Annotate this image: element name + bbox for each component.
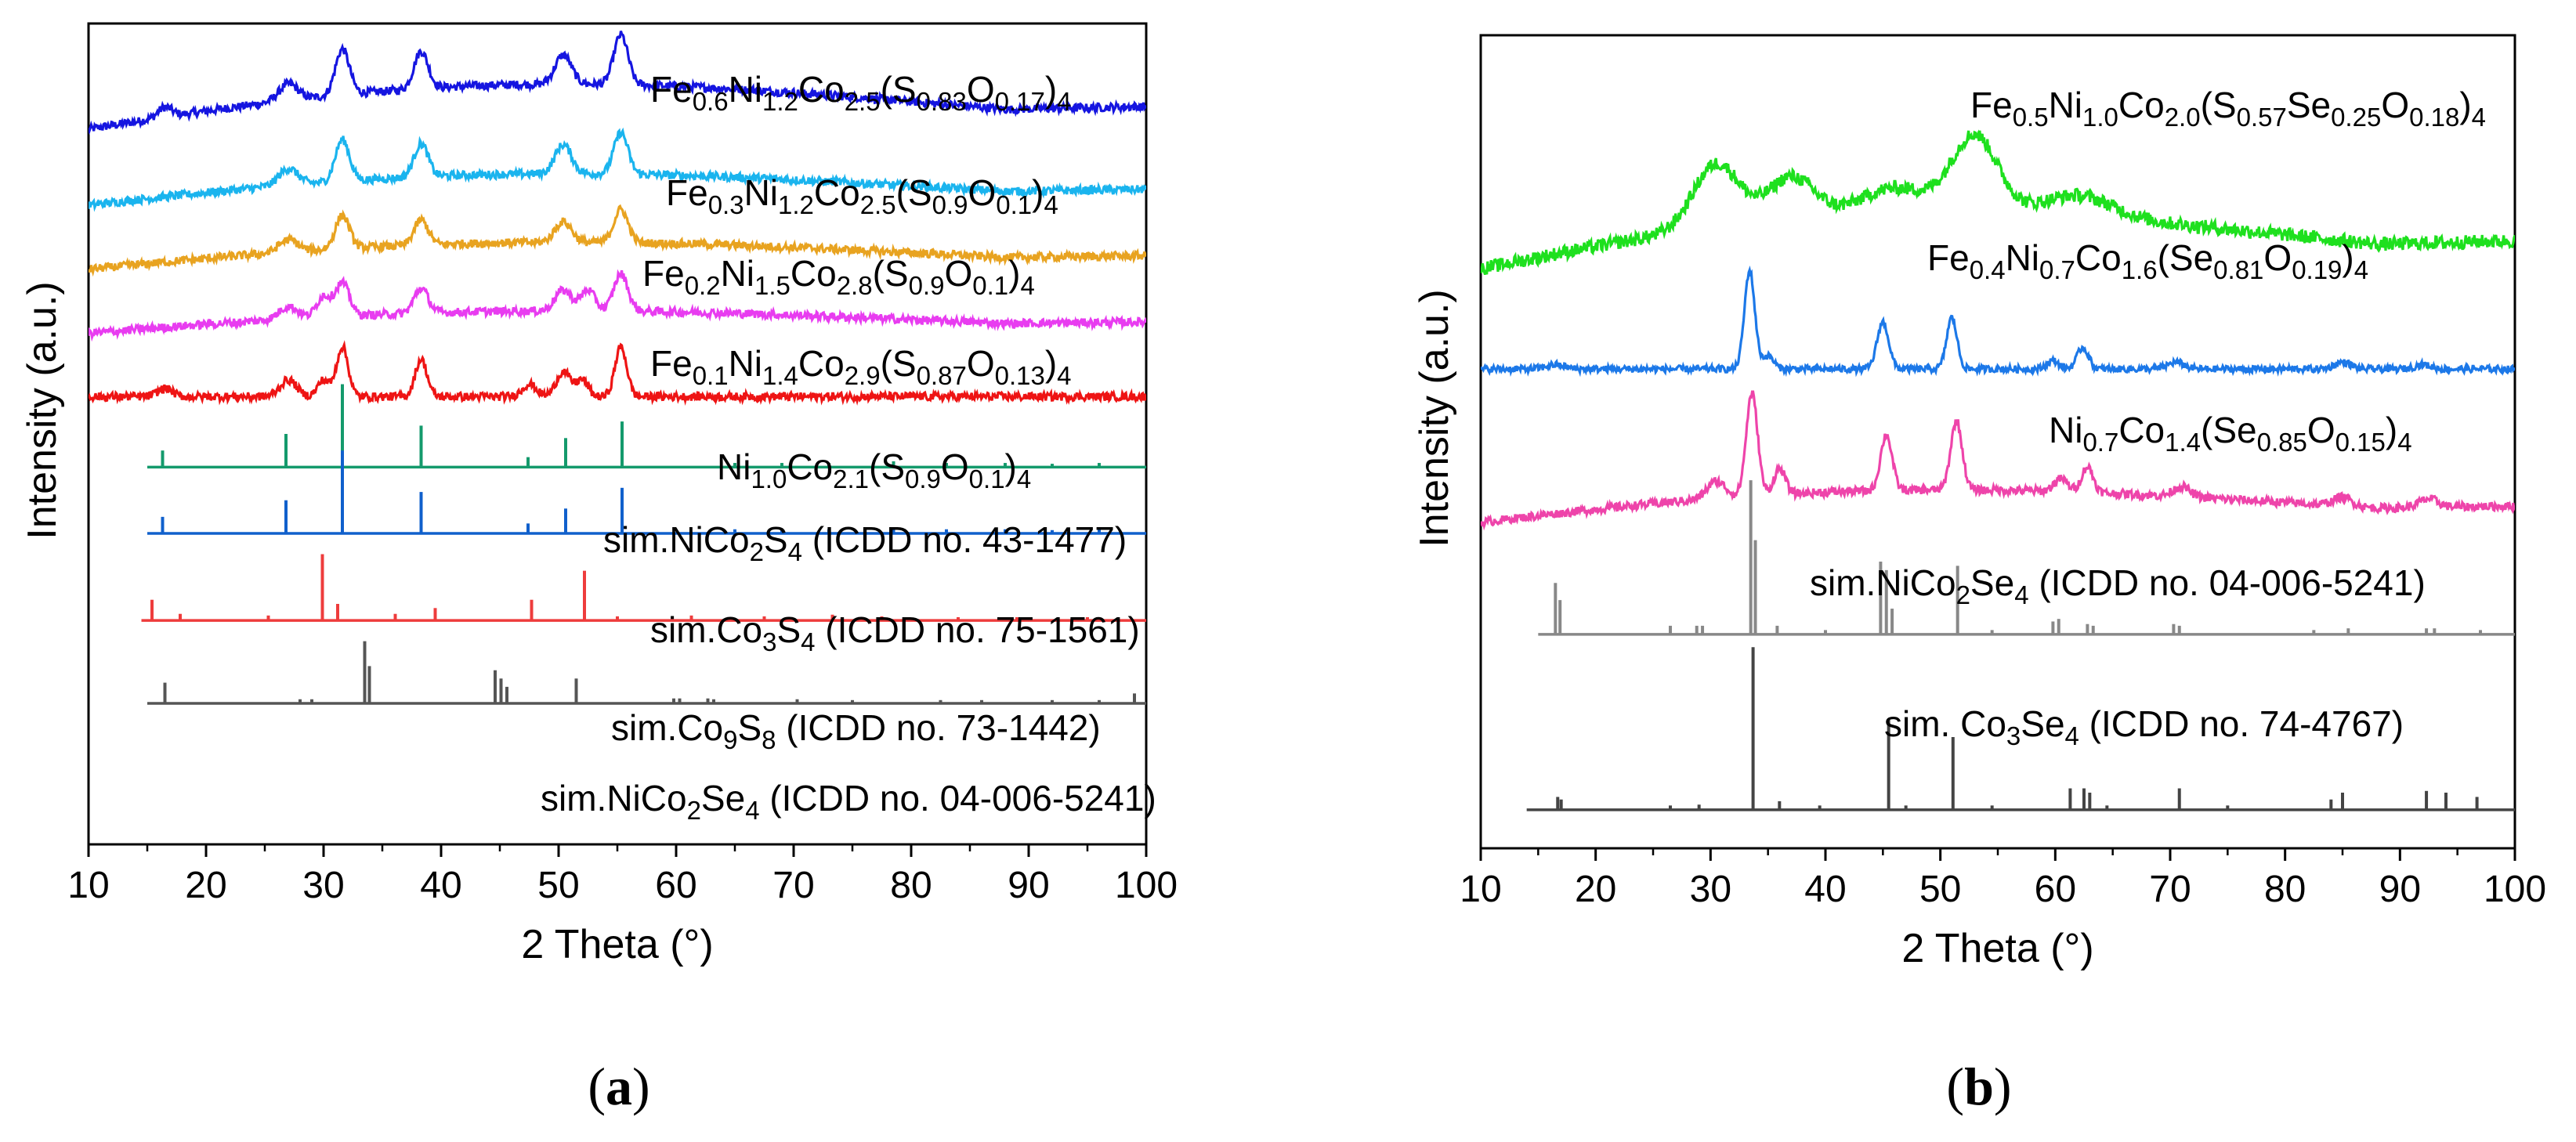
series-label: Fe0.3Ni1.2Co2.5(S0.9O0.1)4: [666, 172, 1058, 219]
series-label: sim.NiCo2Se4 (ICDD no. 04-006-5241): [1810, 562, 2426, 609]
series-label: Ni0.7Co1.4(Se0.85O0.15)4: [2049, 410, 2412, 457]
x-tick-label: 100: [2484, 869, 2546, 910]
x-tick-label: 70: [772, 865, 814, 906]
series-label: sim.Co3S4 (ICDD no. 75-1561): [650, 609, 1140, 656]
series-label: Fe0.5Ni1.0Co2.0(S0.57Se0.25O0.18)4: [1970, 85, 2486, 132]
x-tick-label: 50: [537, 865, 579, 906]
panel-b-letter: b: [1964, 1057, 1994, 1116]
x-tick-label: 20: [185, 865, 226, 906]
panel-a-chart: 10 20 30 40 50 60 70 80 90 100 2 Theta (°) Intensit…: [20, 22, 1178, 967]
series-trace: [89, 31, 1146, 136]
x-tick-label: 10: [1460, 869, 1501, 910]
series-trace: [89, 127, 1146, 212]
x-tick-label: 90: [1008, 865, 1049, 906]
x-tick-label: 70: [2149, 869, 2191, 910]
x-axis-title: 2 Theta (°): [521, 922, 713, 967]
series-label: sim.NiCo2S4 (ICDD no. 43-1477): [603, 519, 1127, 566]
x-tick-label: 90: [2379, 869, 2421, 910]
series-label: Fe0.1Ni1.4Co2.9(S0.87O0.13)4: [650, 343, 1072, 390]
x-tick-label: 30: [1690, 869, 1731, 910]
x-tick-label: 100: [1115, 865, 1178, 906]
series-label: Fe0.6Ni1.2Co2.5(S0.83O0.17)4: [650, 69, 1072, 116]
series-trace: [1481, 265, 2515, 378]
x-tick-label: 50: [1919, 869, 1961, 910]
x-tick-label: 80: [2264, 869, 2306, 910]
x-tick-label: 40: [1804, 869, 1846, 910]
x-tick-label: 60: [655, 865, 696, 906]
series-trace: [1481, 390, 2515, 531]
y-axis-title: Intensity (a.u.): [1412, 289, 1457, 547]
panel-a-letter: a: [606, 1057, 632, 1116]
x-tick-label: 10: [67, 865, 109, 906]
series-label: Fe0.4Ni0.7Co1.6(Se0.81O0.19)4: [1927, 237, 2368, 284]
x-tick-label: 20: [1575, 869, 1616, 910]
series-label: sim.NiCo2Se4 (ICDD no. 04-006-5241): [541, 778, 1156, 825]
series-label: Ni1.0Co2.1(S0.9O0.1)4: [717, 446, 1031, 493]
panel-a-caption: (a): [588, 1057, 649, 1116]
series-label: sim. Co3Se4 (ICDD no. 74-4767): [1884, 703, 2404, 750]
series-trace: [1481, 129, 2515, 276]
x-tick-label: 30: [302, 865, 344, 906]
x-tick-label: 80: [890, 865, 932, 906]
traces: [89, 31, 1146, 705]
series-trace: [89, 340, 1146, 406]
x-axis-title: 2 Theta (°): [1901, 926, 2093, 971]
x-tick-label: 40: [420, 865, 461, 906]
series-label: sim.Co9S8 (ICDD no. 73-1442): [611, 707, 1101, 754]
panel-b-chart: 10 20 30 40 50 60 70 80 90 100 2 Theta (°) Intensit…: [1412, 34, 2546, 971]
x-tick-label: 60: [2035, 869, 2076, 910]
series-trace: [89, 204, 1146, 277]
y-axis-title: Intensity (a.u.): [20, 281, 65, 539]
series-trace: [89, 269, 1146, 342]
series-label: Fe0.2Ni1.5Co2.8(S0.9O0.1)4: [642, 253, 1035, 300]
traces: [1481, 129, 2515, 811]
panel-b-caption: (b): [1946, 1057, 2011, 1116]
